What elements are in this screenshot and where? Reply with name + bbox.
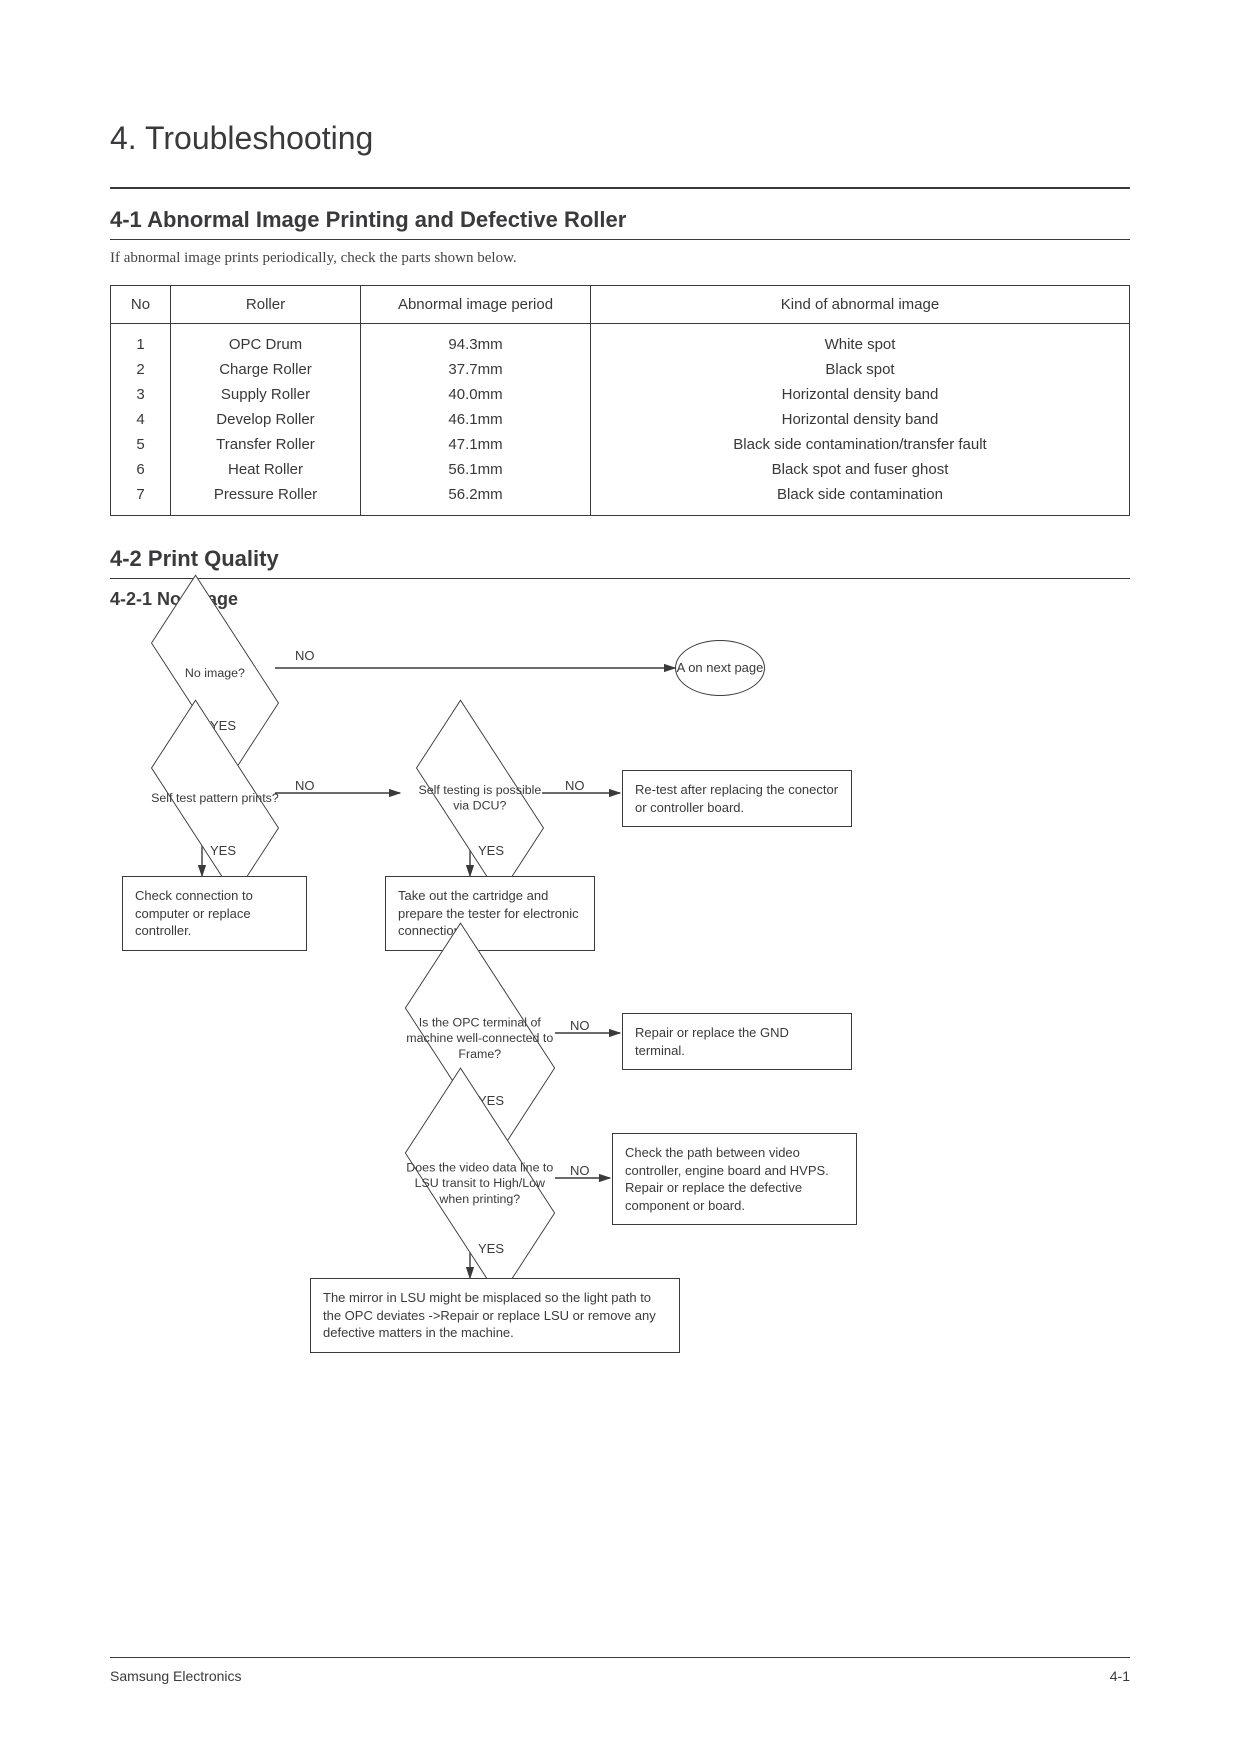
action-lsu-mirror-text: The mirror in LSU might be misplaced so …	[323, 1289, 667, 1342]
table-cell: 6	[111, 457, 171, 482]
col-roller: Roller	[171, 286, 361, 324]
rule-under-42	[110, 578, 1130, 579]
action-lsu-mirror: The mirror in LSU might be misplaced so …	[310, 1278, 680, 1353]
section-4-1-intro: If abnormal image prints periodically, c…	[110, 250, 1130, 267]
footer-rule	[110, 1657, 1130, 1658]
col-kind: Kind of abnormal image	[591, 286, 1130, 324]
decision-self-test-dcu: Self testing is possible via DCU?	[416, 699, 544, 896]
section-4-2-heading: 4-2 Print Quality	[110, 546, 1130, 572]
table-cell: 3	[111, 382, 171, 407]
section-4-1-heading: 4-1 Abnormal Image Printing and Defectiv…	[110, 207, 1130, 233]
connector-a-label: A on next page	[677, 660, 764, 676]
table-cell: 37.7mm	[361, 357, 591, 382]
col-no: No	[111, 286, 171, 324]
table-row: 5Transfer Roller47.1mmBlack side contami…	[111, 432, 1130, 457]
table-cell: 47.1mm	[361, 432, 591, 457]
label-no-2: NO	[295, 778, 315, 793]
table-cell: Black side contamination/transfer fault	[591, 432, 1130, 457]
table-cell: 56.2mm	[361, 482, 591, 516]
table-cell: 5	[111, 432, 171, 457]
table-header-row: No Roller Abnormal image period Kind of …	[111, 286, 1130, 324]
table-cell: Pressure Roller	[171, 482, 361, 516]
footer-left: Samsung Electronics	[110, 1668, 242, 1684]
table-cell: 1	[111, 324, 171, 358]
table-cell: Develop Roller	[171, 407, 361, 432]
label-no-5: NO	[570, 1163, 590, 1178]
label-yes-2: YES	[210, 843, 236, 858]
table-row: 7Pressure Roller56.2mmBlack side contami…	[111, 482, 1130, 516]
action-check-connection: Check connection to computer or replace …	[122, 876, 307, 951]
label-no-4: NO	[570, 1018, 590, 1033]
label-no-3: NO	[565, 778, 585, 793]
table-cell: 94.3mm	[361, 324, 591, 358]
action-retest-replace-board-text: Re-test after replacing the conector or …	[635, 781, 839, 816]
col-period: Abnormal image period	[361, 286, 591, 324]
table-cell: 2	[111, 357, 171, 382]
rule-under-41	[110, 239, 1130, 240]
decision-opc-terminal-label: Is the OPC terminal of machine well-conn…	[400, 1015, 560, 1062]
table-cell: 4	[111, 407, 171, 432]
decision-self-test-prints-label: Self test pattern prints?	[144, 790, 285, 806]
page-footer: Samsung Electronics 4-1	[110, 1657, 1130, 1684]
table-row: 4Develop Roller46.1mmHorizontal density …	[111, 407, 1130, 432]
table-cell: Horizontal density band	[591, 407, 1130, 432]
label-yes-5: YES	[478, 1241, 504, 1256]
decision-no-image-label: No image?	[144, 665, 285, 681]
decision-video-data-lsu-label: Does the video data line to LSU transit …	[400, 1160, 560, 1207]
table-cell: OPC Drum	[171, 324, 361, 358]
label-no-1: NO	[295, 648, 315, 663]
table-cell: Charge Roller	[171, 357, 361, 382]
table-cell: 40.0mm	[361, 382, 591, 407]
roller-table: No Roller Abnormal image period Kind of …	[110, 285, 1130, 516]
footer-right: 4-1	[1110, 1668, 1130, 1684]
action-check-path-hvps-text: Check the path between video controller,…	[625, 1144, 844, 1214]
rule-under-title	[110, 187, 1130, 189]
action-take-out-cartridge: Take out the cartridge and prepare the t…	[385, 876, 595, 951]
decision-self-test-dcu-label: Self testing is possible via DCU?	[409, 782, 550, 813]
table-cell: Black side contamination	[591, 482, 1130, 516]
table-cell: 46.1mm	[361, 407, 591, 432]
table-cell: 7	[111, 482, 171, 516]
action-repair-gnd: Repair or replace the GND terminal.	[622, 1013, 852, 1070]
table-cell: 56.1mm	[361, 457, 591, 482]
table-cell: Horizontal density band	[591, 382, 1130, 407]
action-check-path-hvps: Check the path between video controller,…	[612, 1133, 857, 1225]
flowchart-no-image: No image? NO YES A on next page Self tes…	[110, 618, 1130, 1398]
table-cell: Black spot and fuser ghost	[591, 457, 1130, 482]
table-row: 1OPC Drum94.3mmWhite spot	[111, 324, 1130, 358]
table-row: 3Supply Roller40.0mmHorizontal density b…	[111, 382, 1130, 407]
action-take-out-cartridge-text: Take out the cartridge and prepare the t…	[398, 887, 582, 940]
table-row: 2Charge Roller37.7mmBlack spot	[111, 357, 1130, 382]
action-check-connection-text: Check connection to computer or replace …	[135, 887, 294, 940]
action-retest-replace-board: Re-test after replacing the conector or …	[622, 770, 852, 827]
table-cell: Supply Roller	[171, 382, 361, 407]
table-cell: Transfer Roller	[171, 432, 361, 457]
label-yes-3: YES	[478, 843, 504, 858]
section-4-2-1-heading: 4-2-1 No Image	[110, 589, 1130, 610]
connector-a-next-page: A on next page	[675, 640, 765, 696]
table-cell: Heat Roller	[171, 457, 361, 482]
table-row: 6Heat Roller56.1mmBlack spot and fuser g…	[111, 457, 1130, 482]
table-cell: White spot	[591, 324, 1130, 358]
action-repair-gnd-text: Repair or replace the GND terminal.	[635, 1024, 839, 1059]
table-cell: Black spot	[591, 357, 1130, 382]
page-title: 4. Troubleshooting	[110, 120, 1130, 157]
